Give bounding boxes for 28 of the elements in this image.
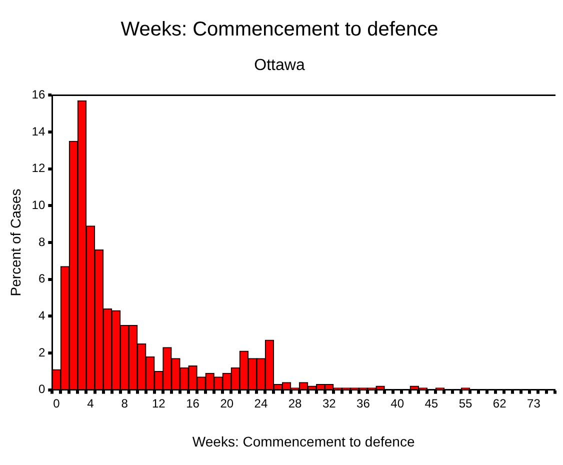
x-axis-title: Weeks: Commencement to defence xyxy=(192,433,415,450)
y-tick-label: 8 xyxy=(38,234,46,249)
x-tick-label: 32 xyxy=(322,396,336,410)
x-tick-label: 12 xyxy=(152,396,166,410)
x-tick-label: 16 xyxy=(186,396,200,410)
y-tick-label: 16 xyxy=(32,88,46,102)
y-tick-label: 6 xyxy=(38,272,46,286)
x-tick-label: 45 xyxy=(424,396,438,410)
y-tick-label: 4 xyxy=(38,308,46,322)
y-tick-label: 12 xyxy=(32,161,46,176)
y-tick-label: 2 xyxy=(38,345,46,360)
x-tick-label: 62 xyxy=(492,396,507,410)
x-tick-label: 20 xyxy=(220,396,234,410)
y-tick-label: 14 xyxy=(32,124,46,138)
y-tick-label: 0 xyxy=(38,382,46,396)
y-tick-label: 10 xyxy=(32,198,46,212)
x-tick-label: 24 xyxy=(254,396,268,410)
x-tick-label: 73 xyxy=(527,396,541,410)
x-tick-label: 36 xyxy=(356,396,370,410)
x-tick-label: 8 xyxy=(121,396,128,410)
x-tick-label: 4 xyxy=(87,396,94,410)
x-tick-label: 0 xyxy=(53,396,60,410)
x-tick-label: 40 xyxy=(390,396,404,410)
chart-subtitle: Ottawa xyxy=(254,57,305,74)
y-axis-title: Percent of Cases xyxy=(7,188,24,296)
chart-title: Weeks: Commencement to defence xyxy=(120,18,438,41)
x-tick-label: 28 xyxy=(288,396,302,410)
x-tick-label: 55 xyxy=(458,396,473,410)
